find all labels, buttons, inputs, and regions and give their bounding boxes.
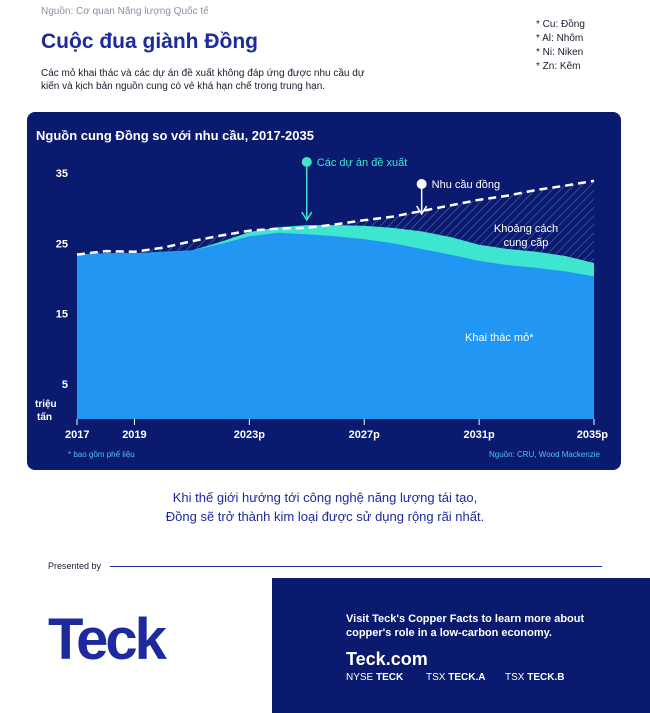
y-axis-label: tấn [37,411,52,423]
demand-arrowhead [416,205,428,216]
ticker-tsx-b: TSX TECK.B [505,672,565,683]
y-tick-label: 15 [56,309,68,321]
divider [110,566,602,567]
demand-line [76,179,595,256]
legend-item: * Ni: Niken [536,47,584,58]
y-tick-label: 35 [56,168,68,180]
projects-annotation: Các dự án đề xuất [317,157,408,169]
x-tick-label: 2035p [577,429,608,441]
gap-annotation: Khoảng cách [494,223,558,235]
legend-item: * Al: Nhôm [536,33,584,44]
x-tick-label: 2017 [65,429,89,441]
demand-annotation: Nhu cầu đồng [432,179,501,191]
x-tick-label: 2027p [349,429,380,441]
teck-logo[interactable]: Teck [48,607,167,672]
legend-item: * Cu: Đồng [536,19,585,30]
y-axis-label: triệu [35,399,57,410]
projects-marker [301,157,312,167]
page-title: Cuộc đua giành Đồng [41,30,258,53]
x-tick-label: 2019 [122,429,146,441]
y-tick-label: 5 [62,379,68,391]
promo-text: Visit Teck's Copper Facts to learn more … [346,613,585,639]
tagline-line: Đồng sẽ trở thành kim loại được sử dụng … [165,509,485,524]
element-legend: * Cu: Đồng * Al: Nhôm * Ni: Niken * Zn: … [536,18,585,74]
projects-arrowhead [301,211,313,222]
legend-item: * Zn: Kẽm [536,61,581,72]
tagline-line: Khi thế giới hướng tới công nghệ năng lư… [172,490,478,505]
mining-annotation: Khai thác mỏ* [465,332,534,344]
ticker-tsx-a: TSX TECK.A [426,672,486,683]
gap-annotation: cung cấp [504,237,549,249]
source-note: Nguồn: Cơ quan Năng lượng Quốc tế [41,6,209,17]
ticker-nyse: NYSE TECK [346,672,404,683]
mining-area [77,232,594,419]
x-tick-label: 2023p [234,429,265,441]
promo-box [272,578,650,713]
supply-gap-area [77,180,594,263]
chart-title: Nguồn cung Đồng so với nhu cầu, 2017-203… [36,128,314,143]
x-tick-label: 2031p [464,429,495,441]
chart-footnote: * bao gồm phế liệu [68,450,135,459]
page-subtitle: Các mỏ khai thác và các dự án đề xuất kh… [41,68,365,92]
teck-website-link[interactable]: Teck.com [346,649,428,669]
presented-by-label: Presented by [48,561,102,571]
chart-credit: Nguồn: CRU, Wood Mackenzie [488,450,600,459]
tagline: Khi thế giới hướng tới công nghệ năng lư… [0,488,650,526]
demand-marker [416,179,427,189]
y-tick-label: 25 [56,238,68,250]
